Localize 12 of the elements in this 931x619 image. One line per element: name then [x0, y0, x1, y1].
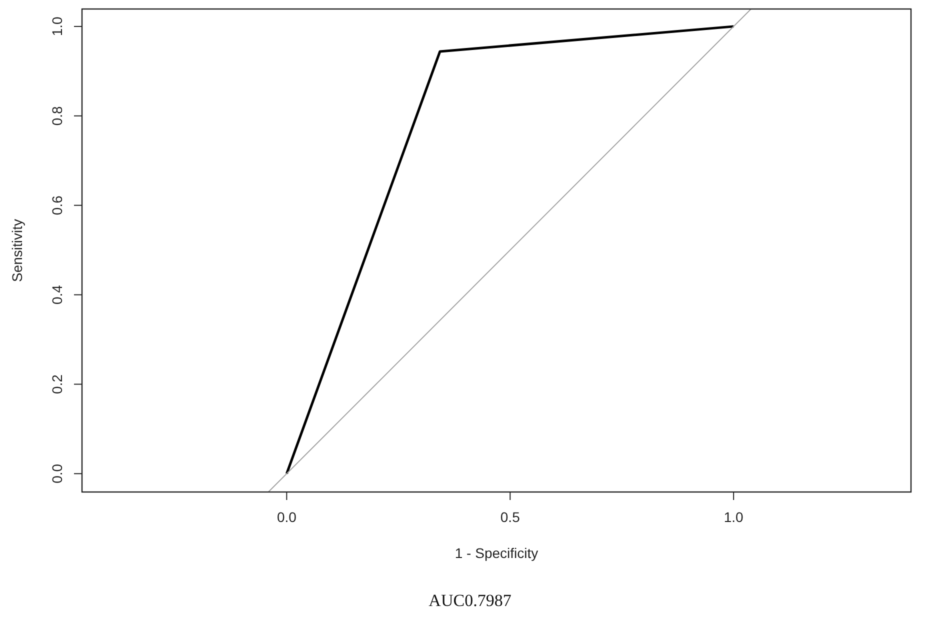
x-axis-title: 1 - Specificity [454, 545, 538, 561]
y-tick-label: 0.6 [49, 195, 65, 216]
y-tick-label: 0.4 [49, 284, 65, 305]
y-axis-title: Sensitivity [9, 218, 25, 282]
y-tick-label: 0.8 [49, 106, 65, 126]
x-tick-label: 0.5 [500, 509, 520, 525]
y-tick-label: 0.2 [49, 374, 65, 394]
y-tick-label: 1.0 [49, 16, 65, 36]
x-tick-label: 0.0 [276, 509, 297, 525]
text: AUC0.7987 [428, 591, 512, 610]
y-tick-label: 0.0 [49, 464, 65, 484]
x-tick-label: 1.0 [724, 509, 744, 525]
